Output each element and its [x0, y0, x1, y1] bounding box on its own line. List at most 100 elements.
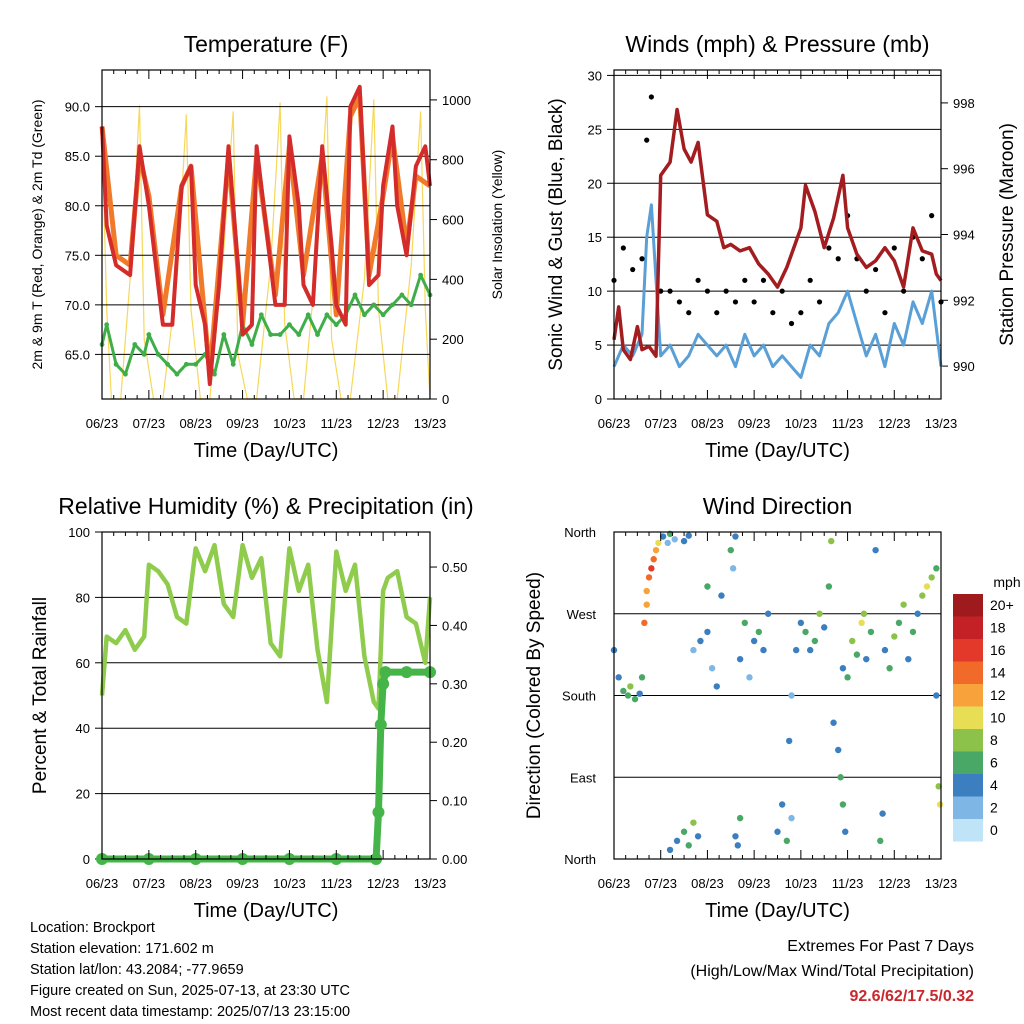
x-tick-label: 07/23 — [644, 416, 677, 431]
dewpoint-point — [258, 312, 264, 318]
dewpoint-point — [277, 332, 283, 337]
direction-point — [909, 628, 917, 636]
panel-title: Temperature (F) — [184, 31, 349, 57]
direction-point — [914, 610, 921, 617]
dewpoint-point — [408, 302, 414, 308]
dewpoint-point — [287, 322, 292, 328]
direction-point — [905, 655, 912, 663]
legend-swatch — [953, 661, 983, 684]
x-tick-label: 11/23 — [320, 416, 352, 431]
gust-point — [863, 288, 869, 294]
y-tick-label: 65.0 — [65, 347, 90, 362]
direction-point — [641, 619, 648, 627]
x-tick-label: 09/23 — [738, 876, 771, 891]
gust-point — [648, 94, 654, 100]
y-axis-label: Direction (Colored By Speed) — [524, 572, 545, 819]
direction-point — [936, 801, 944, 808]
extremes-title: Extremes For Past 7 Days — [787, 938, 974, 955]
gust-point — [882, 310, 888, 316]
y-right-tick-label: 0.10 — [442, 794, 467, 809]
winds-panel: 0 5 10 15 20 25 30 990 992 994 996 998 Winds (mph) &… — [546, 31, 1018, 462]
x-tick-label: 08/23 — [691, 876, 724, 891]
legend-title: mph — [993, 574, 1020, 590]
legend-label: 0 — [990, 822, 998, 838]
dewpoint-point — [104, 322, 110, 328]
direction-point — [839, 801, 847, 808]
x-axis-label: Time (Day/UTC) — [194, 900, 339, 922]
x-tick-label: 13/23 — [414, 876, 447, 891]
y-axis-label: 2m & 9m T (Red, Orange) & 2m Td (Green) — [29, 100, 45, 370]
legend-label: 14 — [990, 665, 1006, 681]
direction-point — [797, 619, 805, 627]
dewpoint-point — [249, 342, 255, 347]
y-right-tick-label: 990 — [953, 359, 975, 374]
speed-legend: mph 20+ 18 16 14 12 10 8 6 4 2 0 — [953, 574, 1021, 842]
direction-point — [736, 814, 744, 822]
station-latlon: Station lat/lon: 43.2084; -77.9659 — [30, 962, 244, 978]
y-tick-label: 80 — [76, 590, 90, 605]
dewpoint-point — [418, 272, 424, 278]
gust-point — [891, 245, 897, 251]
legend-swatch — [953, 729, 983, 752]
x-tick-label: 12/23 — [367, 876, 400, 891]
y-right-tick-label: 0.30 — [442, 677, 467, 692]
direction-point — [830, 719, 837, 726]
dewpoint-point — [390, 302, 395, 308]
x-tick-label: 07/23 — [133, 876, 166, 891]
y-tick-label: North — [564, 525, 596, 540]
direction-point — [778, 801, 786, 808]
direction-point — [664, 539, 671, 547]
x-tick-label: 11/23 — [832, 876, 864, 891]
dewpoint-point — [193, 361, 199, 367]
gust-point — [760, 277, 767, 283]
gust-point — [901, 288, 907, 294]
dewpoint-series-line — [100, 273, 432, 376]
direction-point — [877, 837, 884, 845]
plot-frame — [613, 69, 942, 400]
direction-point — [736, 655, 744, 663]
dewpoint-point — [123, 371, 128, 377]
direction-panel: North East South West North Wind Direction 06/… — [524, 493, 1021, 922]
direction-point — [620, 687, 627, 695]
direction-point — [631, 695, 639, 703]
y-tick-label: West — [567, 607, 597, 622]
gust-point — [929, 213, 935, 219]
direction-point — [732, 833, 739, 840]
legend-swatch — [953, 751, 983, 774]
direction-point — [835, 746, 842, 754]
y-right-axis-label: Solar Insolation (Yellow) — [489, 150, 505, 300]
gust-point — [723, 288, 729, 294]
legend-swatch — [953, 774, 983, 797]
direction-point — [734, 842, 741, 849]
dewpoint-point — [146, 332, 152, 337]
gust-point — [704, 288, 711, 294]
y-right-tick-label: 600 — [442, 213, 464, 228]
direction-point — [872, 546, 879, 554]
direction-point — [690, 646, 697, 654]
direction-point — [788, 814, 795, 822]
dewpoint-point — [352, 292, 358, 298]
direction-point — [764, 610, 772, 617]
dewpoint-point — [141, 352, 147, 357]
y-tick-label: 85.0 — [65, 149, 90, 164]
dewpoint-point — [221, 332, 227, 337]
dewpoint-point — [230, 361, 236, 367]
dewpoint-point — [212, 371, 217, 377]
gust-point — [695, 277, 701, 283]
precip-point — [372, 806, 385, 819]
y-tick-label: East — [570, 770, 596, 785]
gust-point — [714, 310, 720, 316]
x-tick-label: 12/23 — [878, 876, 911, 891]
x-tick-label: 11/23 — [320, 876, 352, 891]
y-right-tick-label: 0 — [442, 392, 449, 407]
y-right-tick-label: 800 — [442, 153, 464, 168]
legend-swatch — [953, 819, 983, 842]
direction-point — [788, 692, 795, 699]
direction-point — [680, 828, 688, 835]
y-right-tick-label: 400 — [442, 272, 464, 287]
station-info: Location: Brockport Station elevation: 1… — [30, 918, 350, 1023]
gust-point — [919, 256, 925, 262]
direction-point — [928, 574, 935, 581]
y-axis-label: Percent & Total Rainfall — [30, 597, 51, 794]
